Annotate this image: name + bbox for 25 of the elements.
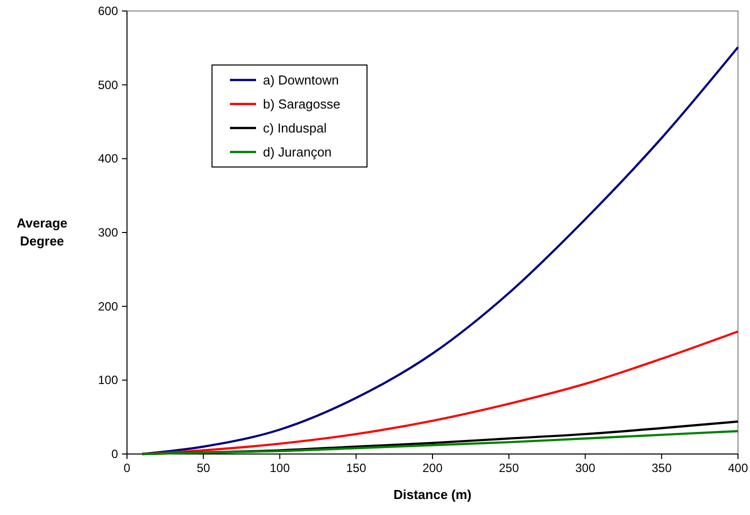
x-axis-title: Distance (m) xyxy=(393,487,472,502)
legend-label: c) Induspal xyxy=(263,120,327,136)
legend-label: a) Downtown xyxy=(263,72,339,88)
x-tick-label: 100 xyxy=(270,461,290,475)
y-tick-label: 300 xyxy=(98,226,118,240)
x-tick-label: 50 xyxy=(196,461,210,475)
y-axis-title: Average Degree xyxy=(16,216,68,248)
line-series xyxy=(141,330,740,456)
x-tick-label: 150 xyxy=(346,461,366,475)
x-tick-label: 0 xyxy=(124,461,131,475)
y-tick-label: 600 xyxy=(98,4,118,18)
legend-label: d) Jurançon xyxy=(263,144,332,160)
y-tick-label: 200 xyxy=(98,299,118,314)
line-series xyxy=(141,430,740,456)
x-tick-label: 400 xyxy=(728,461,748,475)
y-tick-label: 100 xyxy=(98,373,118,388)
x-tick-label: 350 xyxy=(652,461,672,475)
y-tick-label: 500 xyxy=(98,78,118,92)
x-tick-label: 300 xyxy=(575,461,596,475)
line-series xyxy=(141,46,740,456)
legend-label: b) Saragosse xyxy=(263,96,340,112)
x-tick-label: 250 xyxy=(498,461,520,475)
x-tick-label: 200 xyxy=(422,461,443,475)
y-tick-label: 400 xyxy=(98,152,118,166)
y-tick-label: 0 xyxy=(111,447,118,461)
